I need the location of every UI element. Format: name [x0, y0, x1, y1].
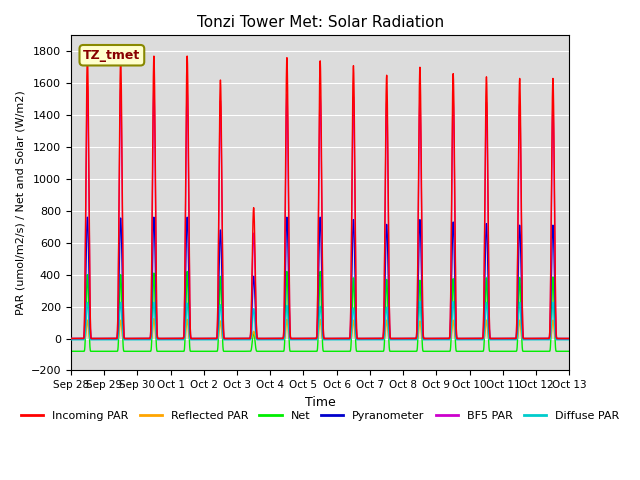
Title: Tonzi Tower Met: Solar Radiation: Tonzi Tower Met: Solar Radiation	[196, 15, 444, 30]
Y-axis label: PAR (umol/m2/s) / Net and Solar (W/m2): PAR (umol/m2/s) / Net and Solar (W/m2)	[15, 91, 25, 315]
Text: TZ_tmet: TZ_tmet	[83, 49, 141, 62]
Legend: Incoming PAR, Reflected PAR, Net, Pyranometer, BF5 PAR, Diffuse PAR: Incoming PAR, Reflected PAR, Net, Pyrano…	[17, 406, 623, 425]
X-axis label: Time: Time	[305, 396, 335, 408]
